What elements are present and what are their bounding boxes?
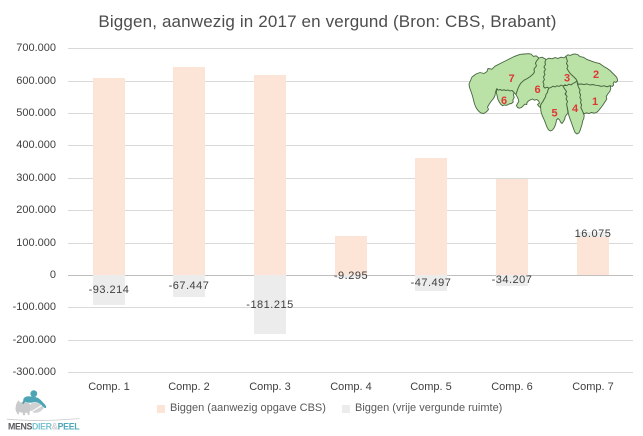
svg-text:5: 5 [551, 108, 557, 120]
svg-text:1: 1 [592, 96, 598, 108]
svg-text:MENSDIER&PEEL: MENSDIER&PEEL [8, 422, 80, 432]
svg-text:2: 2 [593, 69, 599, 81]
svg-text:3: 3 [564, 73, 570, 85]
svg-text:4: 4 [572, 103, 579, 115]
svg-text:7: 7 [508, 73, 514, 85]
svg-text:6: 6 [501, 95, 507, 107]
svg-text:6: 6 [534, 84, 540, 96]
